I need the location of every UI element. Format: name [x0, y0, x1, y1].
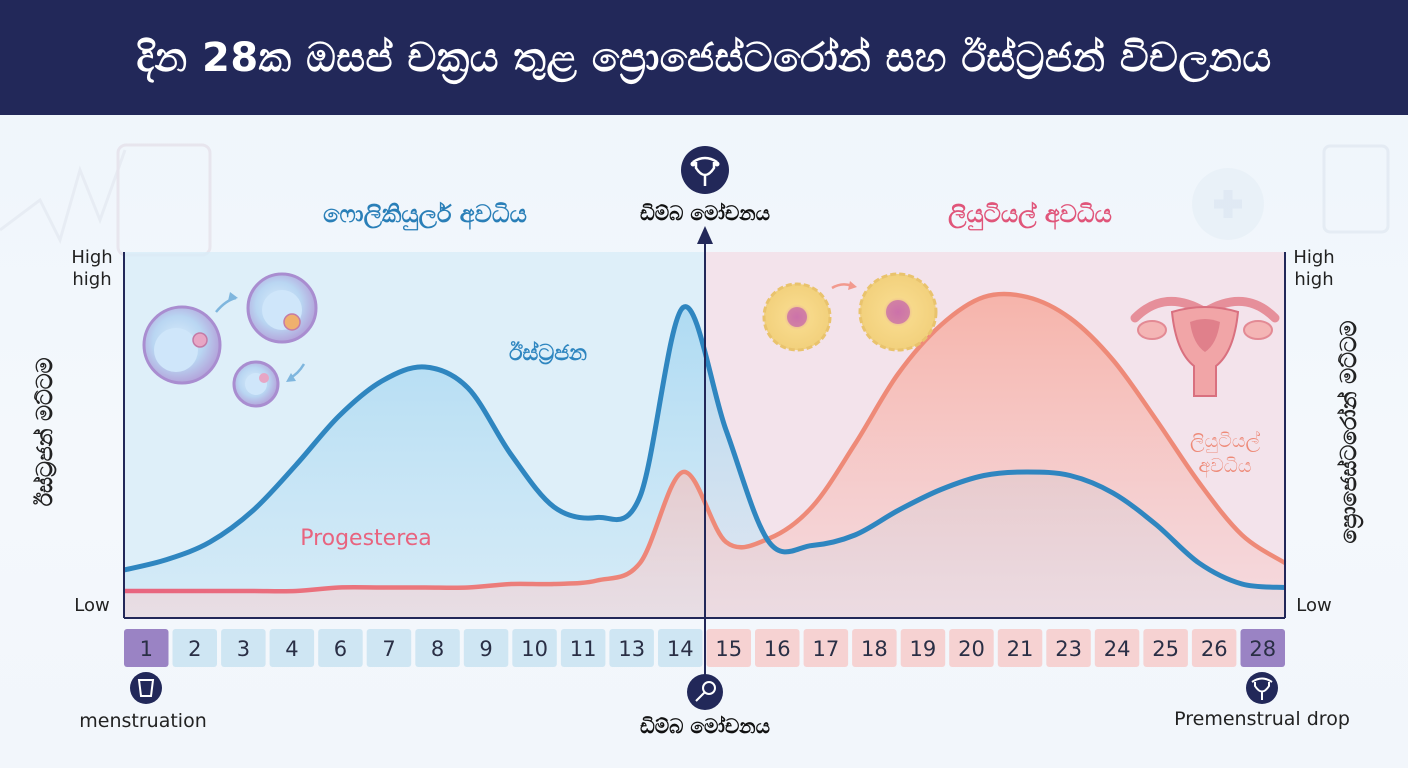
estrogen-line: [123, 304, 1286, 590]
uterus-icon: [1130, 296, 1280, 397]
ovulation-label-top: ඩිම්බ මෝචනය: [640, 201, 770, 225]
day-cell: [318, 629, 363, 667]
corpus-luteum-icon: [858, 272, 938, 352]
follicle-illustrations: [142, 272, 318, 408]
day-cell: [560, 629, 606, 667]
day-label: 2: [188, 637, 201, 661]
day-cell: [658, 629, 703, 667]
follicle-icon: [246, 272, 318, 344]
day-cell: [1143, 629, 1188, 667]
day-label: 17: [813, 637, 840, 661]
day-cell: [269, 629, 315, 667]
day-label: 18: [861, 637, 888, 661]
progesterone-line: [124, 291, 1287, 594]
day-label: 16: [764, 637, 791, 661]
right-high-label: High high: [1293, 247, 1334, 290]
follicle-icon: [232, 360, 280, 408]
day-label: 6: [334, 637, 347, 661]
follicle-icon: [142, 305, 222, 385]
day-label: 1: [140, 637, 153, 661]
luteal-phase-title: ලියුටියල් අවධිය: [948, 200, 1112, 231]
clipboard-icon: [116, 143, 212, 257]
day-label: 14: [667, 637, 694, 661]
day-cell: [366, 629, 412, 667]
day-cell: [1240, 629, 1285, 667]
day-cell: [949, 629, 994, 667]
day-cell: [415, 629, 460, 667]
day-cell: [706, 629, 751, 667]
day-label: 23: [1055, 637, 1082, 661]
day-cell: [1094, 629, 1140, 667]
estrogen-curve-label: ඊස්ට්‍රජන: [509, 340, 587, 366]
day-label: 15: [715, 637, 742, 661]
day-label: 7: [382, 637, 395, 661]
day-label: 3: [237, 637, 250, 661]
luteal-side-label-line2: අවධිය: [1198, 455, 1251, 478]
follicular-phase-title: ෆොලිකියුලර් අවධිය: [323, 200, 527, 230]
day-label: 20: [958, 637, 985, 661]
day-cell: [1191, 629, 1237, 667]
left-axis-title: ඊස්ට්‍රජන් මට්ටම: [32, 357, 58, 506]
progesterone-area: [124, 293, 1285, 618]
day-cell: [900, 629, 946, 667]
day-cell: [1046, 629, 1091, 667]
luteal-side-label-line1: ලියුටියල්: [1190, 430, 1260, 454]
uterus-icon: [681, 146, 729, 194]
day-label: 24: [1104, 637, 1131, 661]
menstruation-label: menstruation: [79, 710, 206, 732]
day-label: 9: [479, 637, 492, 661]
ovulation-label-bottom: ඩිම්බ මෝචනය: [640, 714, 770, 738]
right-axis-title: ප්‍රොජෙස්ටරෝන් මට්ටම: [1336, 320, 1364, 543]
day-cell: [463, 629, 509, 667]
day-cell: [803, 629, 849, 667]
right-low-label: Low: [1296, 595, 1331, 616]
left-high-label: High high: [71, 247, 112, 290]
day-label: 19: [910, 637, 937, 661]
uterus-illustration: [1130, 296, 1280, 397]
menstruation-marker: [130, 672, 162, 704]
heartbeat-line-decor: [0, 149, 127, 245]
medical-cross-icon: [1192, 168, 1264, 240]
ovulation-arrow-icon: [697, 226, 713, 244]
premenstrual-marker: [1246, 672, 1278, 704]
day-cell: [124, 629, 169, 667]
cup-icon: [130, 672, 162, 704]
day-cell: [852, 629, 897, 667]
progesterone-curve-label: Progesterea: [300, 526, 432, 551]
day-label: 11: [570, 637, 597, 661]
ovulation-top-marker: [681, 146, 729, 194]
day-label: 25: [1152, 637, 1179, 661]
day-label: 10: [521, 637, 548, 661]
hormone-chart: High high Low High high Low ඊස්ට්‍රජන් මට්…: [0, 143, 1390, 738]
day-label: 26: [1201, 637, 1228, 661]
day-label: 13: [618, 637, 645, 661]
left-low-label: Low: [74, 595, 109, 616]
day-cell: [172, 629, 217, 667]
day-strip: 1 2 3 4 6 7 8 9 10 11 13 14 15 16 17 18 19 20 21 23 24 25 26 28: [124, 629, 1285, 667]
day-cell: [609, 629, 654, 667]
day-cell: [755, 629, 800, 667]
day-cell: [997, 629, 1043, 667]
day-label: 28: [1249, 637, 1276, 661]
header-bar: දින 28ක ඔසප් චක්‍රය තුළ ප්‍රොජෙස්ටරෝන් ස…: [0, 0, 1408, 115]
corpus-luteum-icon: [762, 282, 832, 352]
corpus-luteum-illustrations: [762, 272, 938, 352]
ovulation-bottom-marker: [687, 674, 723, 710]
day-label: 4: [285, 637, 298, 661]
checklist-icon: [1322, 144, 1390, 234]
premenstrual-label: Premenstrual drop: [1174, 708, 1350, 730]
day-label: 8: [431, 637, 444, 661]
day-label: 21: [1007, 637, 1034, 661]
page-title: දින 28ක ඔසප් චක්‍රය තුළ ප්‍රොජෙස්ටරෝන් ස…: [136, 34, 1272, 81]
day-cell: [512, 629, 557, 667]
day-cell: [221, 629, 266, 667]
